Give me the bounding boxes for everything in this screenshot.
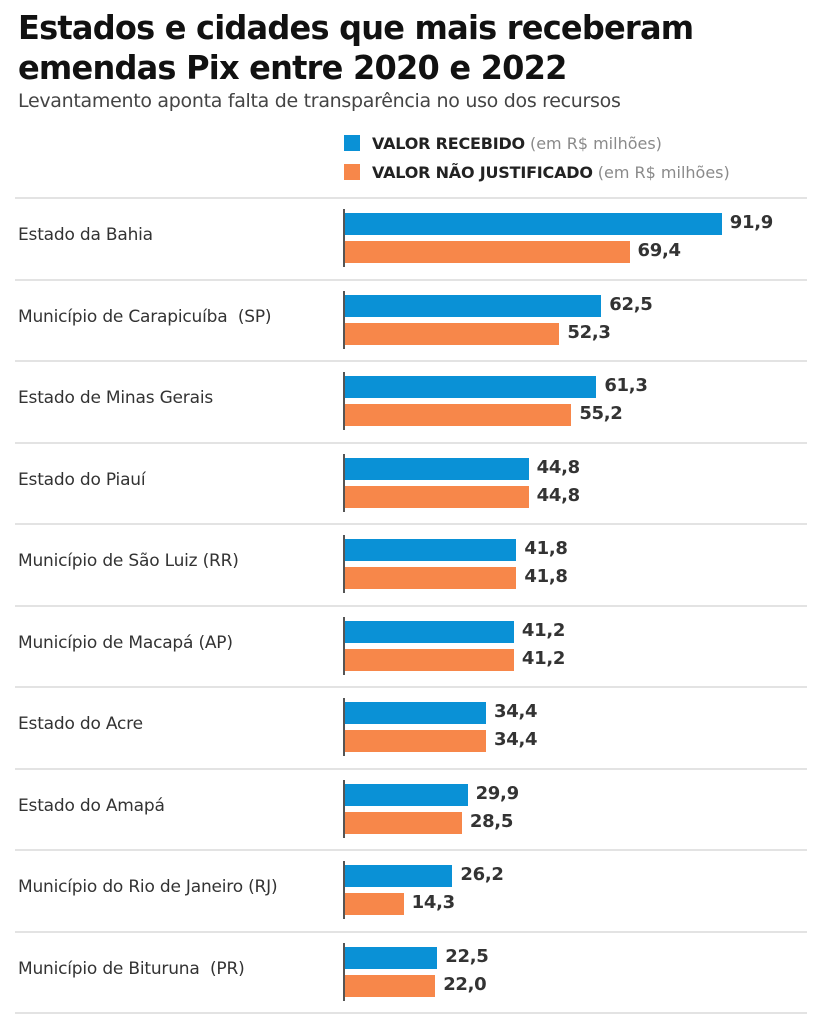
data-label: 55,2 <box>579 403 623 424</box>
row-separator <box>15 197 807 199</box>
chart-subtitle: Levantamento aponta falta de transparênc… <box>18 90 621 112</box>
bar-received <box>345 539 517 561</box>
bar-unjustified <box>345 893 404 915</box>
data-label: 44,8 <box>536 456 581 478</box>
category-label: Município de São Luiz (RR) <box>18 551 239 571</box>
row-separator <box>15 278 807 281</box>
bar-unjustified <box>345 485 529 508</box>
data-label: 41,8 <box>524 538 568 559</box>
bar-received <box>345 946 438 969</box>
legend-item-received: VALOR RECEBIDO (em R$ milhões) <box>344 133 662 153</box>
data-label: 69,4 <box>637 240 682 261</box>
data-label: 26,2 <box>460 864 504 885</box>
data-label: 29,9 <box>475 782 520 804</box>
row-separator <box>15 360 807 362</box>
data-label: 44,8 <box>536 484 581 506</box>
axis-line <box>343 779 345 838</box>
category-label: Município do Rio de Janeiro (RJ) <box>18 877 278 897</box>
axis-line <box>343 616 345 675</box>
data-label: 41,2 <box>521 647 566 669</box>
data-label: 91,9 <box>729 212 774 233</box>
bar-unjustified <box>345 322 560 345</box>
legend-label: VALOR NÃO JUSTIFICADO <box>372 162 593 182</box>
row-separator <box>15 849 807 851</box>
chart-title: Estados e cidades que mais receberam eme… <box>18 8 694 87</box>
row-separator <box>15 767 807 770</box>
row-separator <box>15 686 807 688</box>
legend-item-unjustified: VALOR NÃO JUSTIFICADO (em R$ milhões) <box>344 162 730 182</box>
row-separator <box>15 523 807 525</box>
category-label: Município de Carapicuíba (SP) <box>18 306 272 327</box>
data-label: 28,5 <box>469 810 514 832</box>
legend-swatch-received <box>344 135 360 151</box>
legend-label: VALOR RECEBIDO <box>372 133 525 153</box>
data-label: 52,3 <box>567 321 611 343</box>
category-label: Estado do Acre <box>18 714 143 734</box>
row-separator <box>15 930 807 933</box>
axis-line <box>343 209 345 267</box>
data-label: 62,5 <box>609 293 653 315</box>
category-label: Município de Bituruna (PR) <box>18 958 245 979</box>
axis-line <box>343 372 345 430</box>
bar-received <box>345 213 722 235</box>
category-label: Estado de Minas Gerais <box>18 388 213 408</box>
bar-received <box>345 294 602 317</box>
bar-unjustified <box>345 241 630 263</box>
axis-line <box>343 861 345 919</box>
axis-line <box>343 535 345 593</box>
bar-received <box>345 620 514 643</box>
row-separator <box>15 604 807 607</box>
data-label: 61,3 <box>604 375 648 396</box>
bar-unjustified <box>345 648 514 671</box>
data-label: 41,8 <box>524 566 568 587</box>
bar-unjustified <box>345 567 517 589</box>
category-label: Estado da Bahia <box>18 225 153 245</box>
row-separator <box>15 1012 807 1014</box>
bar-received <box>345 702 487 724</box>
bar-unjustified <box>345 811 462 834</box>
bar-unjustified <box>345 730 487 752</box>
bar-received <box>345 457 529 480</box>
axis-line <box>343 290 345 349</box>
data-label: 22,0 <box>443 973 487 995</box>
bar-received <box>345 783 468 806</box>
category-label: Estado do Amapá <box>18 795 165 816</box>
axis-line <box>343 453 345 512</box>
data-label: 34,4 <box>494 729 538 750</box>
bar-received <box>345 865 453 887</box>
axis-line <box>343 942 345 1001</box>
bar-unjustified <box>345 404 572 426</box>
bar-received <box>345 376 597 398</box>
data-label: 14,3 <box>411 892 456 913</box>
bar-unjustified <box>345 974 436 997</box>
category-label: Estado do Piauí <box>18 469 146 490</box>
data-label: 34,4 <box>494 701 538 722</box>
data-label: 41,2 <box>521 619 566 641</box>
legend-unit: (em R$ milhões) <box>529 133 662 153</box>
category-label: Município de Macapá (AP) <box>18 632 233 653</box>
axis-line <box>343 698 345 756</box>
row-separator <box>15 441 807 444</box>
data-label: 22,5 <box>445 945 489 967</box>
legend-swatch-unjustified <box>344 164 360 180</box>
legend-unit: (em R$ milhões) <box>597 162 730 182</box>
